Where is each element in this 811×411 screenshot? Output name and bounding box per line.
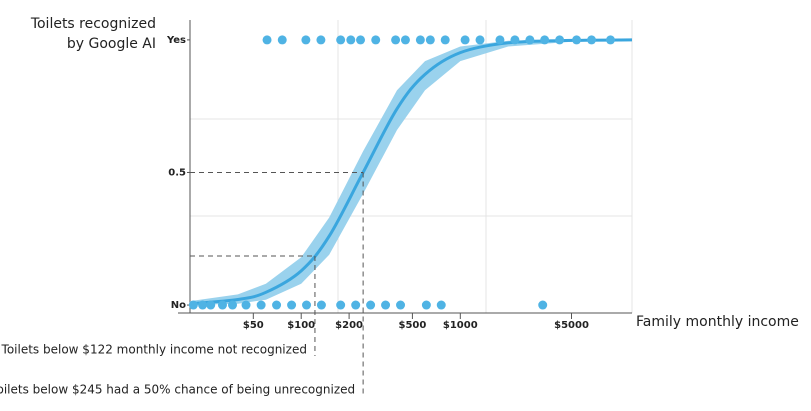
fit-line [189, 38, 633, 306]
x-tick-label: $500 [398, 320, 426, 331]
data-point [228, 300, 238, 310]
data-point [198, 300, 208, 310]
data-point [475, 35, 485, 45]
data-point [366, 300, 376, 310]
x-tick-label: $50 [243, 320, 264, 331]
data-point [371, 35, 381, 45]
y-axis-label: by Google AI [67, 36, 156, 52]
data-point [495, 35, 505, 45]
data-point [425, 35, 435, 45]
data-point [302, 300, 312, 310]
data-point [460, 35, 470, 45]
data-point [262, 35, 272, 45]
data-point [555, 35, 565, 45]
data-point [287, 300, 297, 310]
data-point [256, 300, 266, 310]
data-point [538, 300, 548, 310]
data-point [540, 35, 550, 45]
y-tick-label: 0.5 [168, 167, 186, 178]
data-point [396, 300, 406, 310]
data-point [316, 300, 326, 310]
data-point [241, 300, 251, 310]
data-point [206, 300, 216, 310]
data-point [272, 300, 282, 310]
data-point [316, 35, 326, 45]
data-point [381, 300, 391, 310]
x-tick-label: $100 [287, 320, 315, 331]
data-point [351, 300, 361, 310]
data-point [188, 300, 198, 310]
data-point [301, 35, 311, 45]
x-tick-label: $1000 [443, 320, 478, 331]
data-point [336, 35, 346, 45]
data-point [400, 35, 410, 45]
data-point [421, 300, 431, 310]
annotation: Toilets below $245 had a 50% chance of b… [0, 383, 355, 397]
data-point [277, 35, 287, 45]
data-point [356, 35, 366, 45]
data-point [605, 35, 615, 45]
data-point [391, 35, 401, 45]
data-point [587, 35, 597, 45]
data-point [217, 300, 227, 310]
confidence-band [190, 39, 632, 306]
y-axis-label: Toilets recognized [30, 16, 156, 32]
data-point [415, 35, 425, 45]
y-tick-label: No [171, 300, 186, 311]
data-point [336, 300, 346, 310]
x-tick-label: $200 [335, 320, 363, 331]
y-tick-label: Yes [166, 35, 186, 46]
x-axis-label: Family monthly income [636, 314, 799, 330]
annotation: Toilets below $122 monthly income not re… [1, 343, 307, 357]
data-point [510, 35, 520, 45]
data-point [440, 35, 450, 45]
data-point [346, 35, 356, 45]
data-point [572, 35, 582, 45]
x-tick-label: $5000 [554, 320, 589, 331]
data-point [436, 300, 446, 310]
data-point [525, 35, 535, 45]
